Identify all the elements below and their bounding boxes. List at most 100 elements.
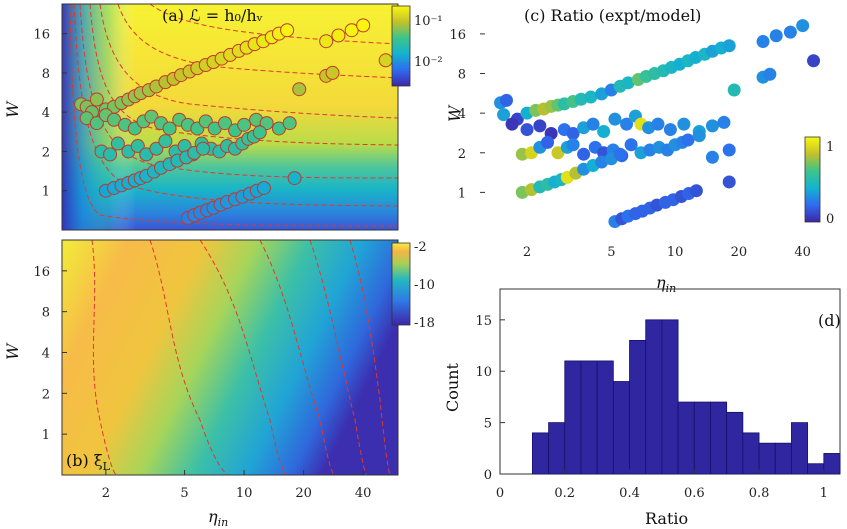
panel-d-ytick-label-1: 5 (484, 417, 492, 432)
panel-d-xtick-label-4: 0.8 (749, 486, 770, 501)
panel-a-point-104 (378, 53, 393, 68)
panel-b-xticks: 2 5 10 20 40 (102, 470, 372, 501)
panel-b: (b) ξL 1 2 4 8 16 2 5 10 20 40 W ηin -2 -10 -18 (3, 239, 435, 529)
panel-c-points (494, 19, 821, 229)
panel-c-point-28 (722, 39, 736, 53)
panel-b-xtick-label-3: 20 (295, 486, 312, 501)
panel-b-contour-3 (259, 240, 335, 475)
panel-d-xtick-label-0: 0 (496, 486, 504, 501)
panel-b-frame (61, 239, 399, 476)
panel-d-yticks: 0 5 10 15 (475, 314, 505, 483)
panel-c-point-39 (620, 117, 634, 131)
panel-c-ytick-label-0: 1 (458, 186, 466, 201)
panel-c-xlabel-main: η (656, 273, 666, 292)
panel-a-ytick-label-3: 8 (42, 67, 50, 82)
panel-a-title: (a) ℒ = h₀/hᵥ (162, 6, 263, 25)
panel-c-point-36 (586, 117, 600, 131)
panel-b-background (62, 240, 398, 475)
panel-c-point-2 (497, 108, 511, 122)
panel-d-ytick-label-3: 15 (475, 314, 492, 329)
panel-a-yticks: 1 2 4 8 16 (33, 28, 67, 200)
panel-b-title: (b) ξL (66, 451, 111, 473)
panel-d-bar-8 (661, 319, 679, 475)
panel-c-point-61 (624, 138, 638, 152)
panel-b-colorbar (391, 242, 411, 326)
panel-c-point-104 (796, 19, 810, 33)
panel-b-ytick-label-0: 1 (42, 428, 50, 443)
panel-d-bar-10 (693, 401, 711, 475)
panel-c-xtick-label-1: 5 (607, 245, 615, 260)
panel-c-point-29 (505, 117, 519, 131)
panel-a-ytick-label-4: 16 (33, 28, 50, 43)
panel-a-point-51 (103, 147, 118, 162)
panel-a-point-83 (196, 141, 211, 156)
panel-c-ytick-label-1: 2 (458, 147, 466, 162)
panel-b-ytick-label-3: 8 (42, 306, 50, 321)
panel-c-title: (c) Ratio (expt/model) (524, 6, 701, 25)
panel-c-point-45 (677, 117, 691, 131)
panel-d-bar-16 (791, 422, 809, 475)
panel-c-ytick-label-3: 8 (458, 68, 466, 83)
panel-c-xlabel: ηin (656, 273, 676, 295)
panel-a-colorbar-tick-1: 10⁻¹ (414, 14, 443, 29)
panel-c-xtick-label-2: 10 (667, 245, 684, 260)
panel-c-point-12 (584, 90, 598, 104)
panel-c-point-84 (613, 147, 627, 161)
panel-c-point-98 (727, 83, 741, 97)
panel-c-point-69 (692, 129, 706, 143)
panel-a-colorbar-tick-2: 10⁻² (414, 55, 443, 70)
panel-b-xtick-label-4: 40 (355, 486, 372, 501)
panel-c-point-34 (566, 127, 580, 141)
panel-d-xtick-label-3: 0.6 (684, 486, 705, 501)
panel-a-point-56 (149, 141, 164, 156)
panel-a-colorbar (391, 5, 411, 87)
panel-b-colorbar-tick-3: -18 (414, 316, 435, 331)
panel-d-ylabel: Count (443, 363, 462, 412)
panel-b-title-main: (b) ξ (66, 451, 103, 470)
panel-c-point-70 (705, 150, 719, 164)
panel-d-bar-5 (612, 381, 630, 475)
panel-a-contour-2 (89, 4, 398, 146)
panel-c-xtick-label-0: 2 (523, 245, 531, 260)
panel-c-point-16 (621, 76, 635, 90)
panel-a-point-35 (144, 109, 159, 124)
panel-a-point-43 (217, 116, 232, 131)
panel-c-point-48 (717, 115, 731, 129)
panel-c-point-100 (763, 67, 777, 81)
panel-d-bar-0 (531, 432, 549, 475)
panel-d-bar-9 (677, 401, 695, 475)
panel-a-contours (69, 4, 398, 227)
panel-c-point-47 (705, 119, 719, 133)
panel-d-title: (d) (818, 311, 841, 330)
panel-c-point-96 (689, 184, 703, 198)
panel-c-point-44 (663, 123, 677, 137)
panel-c-point-52 (541, 135, 555, 149)
panel-d-bar-1 (548, 422, 566, 475)
panel-b-colorbar-tick-2: -10 (414, 278, 435, 293)
panel-d-bar-6 (629, 339, 647, 475)
panel-a-frame (61, 3, 399, 231)
panel-a-point-45 (237, 117, 252, 132)
panel-b-contour-1 (149, 240, 229, 475)
panel-b-title-sub: L (103, 460, 111, 473)
panel-b-xlabel: ηin (208, 507, 228, 529)
panel-b-ytick-label-2: 4 (42, 346, 50, 361)
panel-c-point-102 (769, 29, 783, 43)
panel-a-point-103 (356, 18, 371, 33)
panel-d-xtick-label-2: 0.4 (619, 486, 640, 501)
panel-d-bar-15 (774, 442, 792, 475)
panel-c-ytick-label-2: 4 (458, 107, 466, 122)
panel-a-point-99 (325, 65, 340, 80)
panel-a-point-49 (282, 116, 297, 131)
panel-a-point-100 (319, 34, 334, 49)
panel-c-ytick-label-4: 16 (449, 28, 466, 43)
panel-b-ytick-label-1: 2 (42, 387, 50, 402)
panel-c-point-68 (681, 133, 695, 147)
panel-d-bar-7 (645, 319, 663, 475)
panel-a-point-101 (331, 28, 346, 43)
panel-b-ylabel: W (3, 342, 22, 360)
panel-c-point-103 (783, 25, 797, 39)
panel-b-xlabel-sub: in (218, 516, 229, 529)
